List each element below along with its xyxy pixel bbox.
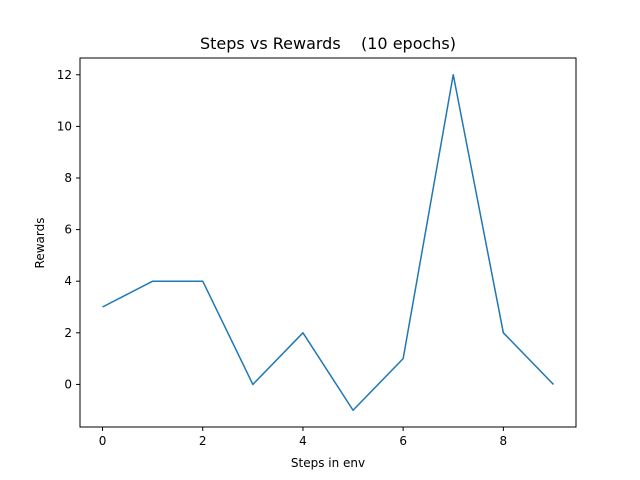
plot-area: [102, 74, 554, 411]
y-axis-label: Rewards: [33, 218, 47, 269]
y-tick-label: 12: [57, 68, 72, 82]
y-axis: 0 2 4 6 8 10 12: [57, 68, 80, 391]
y-tick-label: 8: [64, 171, 72, 185]
y-tick-label: 10: [57, 119, 72, 133]
plot-frame: [79, 57, 577, 428]
x-tick-label: 6: [399, 434, 407, 448]
y-tick-label: 6: [64, 223, 72, 237]
y-tick-label: 0: [64, 377, 72, 391]
x-tick-label: 8: [500, 434, 508, 448]
y-tick-label: 2: [64, 326, 72, 340]
x-axis-label: Steps in env: [291, 456, 365, 470]
x-tick-label: 4: [299, 434, 307, 448]
x-tick-label: 2: [199, 434, 207, 448]
y-tick-label: 4: [64, 274, 72, 288]
x-axis: 0 2 4 6 8: [99, 427, 507, 448]
x-tick-label: 0: [99, 434, 107, 448]
chart-title: Steps vs Rewards (10 epochs): [200, 34, 456, 53]
series-line: [102, 74, 554, 411]
